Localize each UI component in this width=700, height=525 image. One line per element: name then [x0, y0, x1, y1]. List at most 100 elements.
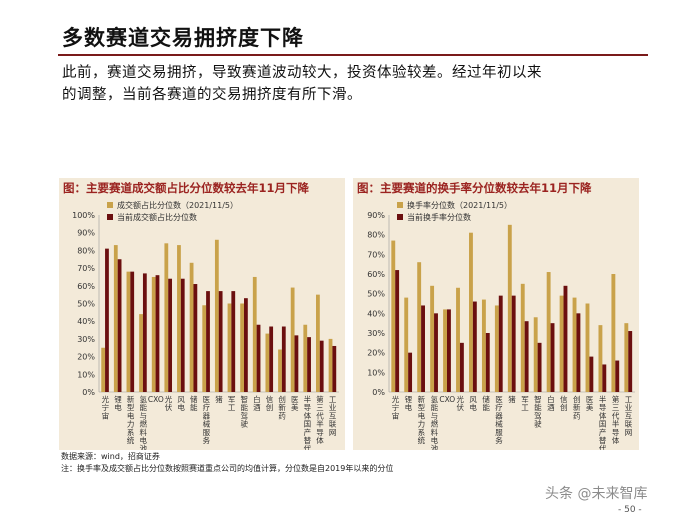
bar-current-value: [269, 326, 274, 392]
bar-current-value: [281, 326, 286, 392]
bar-prev-value: [265, 333, 270, 392]
bar-current-value: [421, 305, 425, 392]
x-category-label: 储能: [190, 394, 198, 412]
bar-current-value: [218, 291, 223, 392]
methodology-note: 注：换手率及成交额占比分位数按照赛道重点公司的均值计算，分位数是自2019年以来…: [61, 464, 394, 473]
x-category-label: 猪: [508, 394, 516, 404]
y-tick-label: 50%: [77, 300, 95, 309]
bar-prev-value: [611, 274, 616, 392]
bar-current-value: [485, 333, 490, 392]
y-tick-label: 40%: [77, 317, 95, 326]
x-category-label: 工业互联网: [625, 395, 633, 437]
bar-prev-value: [404, 297, 409, 392]
bar-prev-value: [303, 324, 308, 392]
bar-prev-value: [494, 305, 499, 392]
bar-prev-value: [624, 323, 629, 392]
x-category-label: 锂电: [114, 394, 122, 412]
bar-prev-value: [417, 262, 422, 392]
bar-prev-value: [443, 309, 448, 392]
x-category-label: 光伏: [165, 394, 173, 412]
x-category-label: 氢能与燃料电池: [139, 394, 147, 450]
bar-current-value: [602, 364, 607, 392]
x-category-label: 军工: [521, 395, 529, 412]
bar-prev-value: [214, 239, 219, 392]
x-category-label: 氢能与燃料电池: [431, 394, 439, 450]
bar-prev-value: [559, 295, 564, 392]
bar-current-value: [193, 284, 198, 392]
x-category-label: 新型电力系统: [127, 394, 135, 445]
bar-prev-value: [316, 294, 320, 392]
bar-current-value: [244, 298, 248, 392]
x-category-label: 风电: [469, 395, 477, 412]
bar-current-value: [332, 345, 337, 392]
bar-current-value: [105, 248, 109, 392]
x-category-label: 第三代半导体: [612, 394, 620, 445]
x-category-label: 半导体国产替代: [599, 394, 607, 450]
turnover-rate-chart-panel: 图：主要赛道的换手率分位数较去年11月下降 0% 10% 20% 30% 40% 50% 6…: [353, 178, 639, 450]
legend-label: 成交额占比分位数（2021/11/5）: [117, 200, 238, 210]
bar-current-value: [498, 295, 503, 392]
bar-current-value: [408, 352, 413, 392]
y-tick-label: 90%: [367, 211, 385, 220]
bar-prev-value: [469, 232, 473, 392]
bar-current-value: [563, 285, 568, 392]
bar-current-value: [294, 335, 299, 392]
bar-current-value: [142, 273, 147, 392]
y-tick-label: 90%: [77, 229, 95, 238]
x-category-label: 半导体国产替代: [304, 394, 312, 450]
bar-current-value: [206, 291, 210, 392]
y-tick-label: 70%: [77, 264, 95, 273]
bar-prev-value: [391, 240, 396, 392]
x-category-label: 智能驾驶: [241, 394, 249, 429]
turnover-rate-chart: 0% 10% 20% 30% 40% 50% 60% 70% 80% 90% 光宁宙锂电新型电力系统…: [367, 200, 635, 450]
x-category-label: 光伏: [456, 394, 464, 412]
bar-prev-value: [113, 245, 118, 392]
y-tick-label: 80%: [77, 246, 95, 255]
y-tick-label: 30%: [77, 335, 95, 344]
bar-prev-value: [177, 245, 181, 392]
data-source-note: 数据来源：wind，招商证券: [61, 452, 160, 461]
bar-prev-value: [572, 297, 577, 392]
bar-current-value: [395, 270, 400, 392]
y-tick-label: 30%: [367, 329, 385, 338]
y-tick-label: 10%: [77, 370, 95, 379]
y-tick-label: 0%: [372, 388, 385, 397]
bar-prev-value: [139, 314, 143, 392]
bar-prev-value: [240, 303, 245, 392]
x-category-label: 智能驾驶: [534, 394, 542, 429]
bar-prev-value: [598, 325, 603, 392]
turnover-amount-chart-panel: 图：主要赛道成交额占比分位数较去年11月下降 0% 10% 20% 30% 40% 50%…: [59, 178, 345, 450]
bar-prev-value: [533, 317, 538, 392]
y-tick-label: 40%: [367, 309, 385, 318]
turnover-amount-chart: 0% 10% 20% 30% 40% 50% 60% 70% 80% 90% 100% 光宁宙锂电新型…: [72, 200, 339, 450]
bar-current-value: [168, 278, 173, 392]
bar-current-value: [628, 331, 633, 392]
x-category-label: 创新药: [278, 394, 286, 420]
x-category-label: CXO: [439, 395, 455, 404]
legend-label: 换手率分位数（2021/11/5）: [407, 200, 512, 210]
y-tick-label: 50%: [367, 290, 385, 299]
x-category-label: 医疗器械服务: [495, 395, 503, 445]
body-paragraph: 此前，赛道交易拥挤，导致赛道波动较大，投资体验较差。经过年初以来 的调整，当前各…: [62, 62, 652, 106]
x-category-label: 信创: [560, 394, 568, 412]
bar-current-value: [550, 323, 555, 392]
x-category-label: 军工: [228, 395, 236, 412]
x-category-label: 锂电: [405, 394, 413, 412]
x-category-label: 风电: [177, 395, 185, 412]
bar-current-value: [576, 313, 581, 392]
y-tick-label: 70%: [367, 250, 385, 259]
x-category-label: 工业互联网: [329, 395, 337, 437]
x-category-label: 猪: [215, 394, 223, 404]
page-title: 多数赛道交易拥挤度下降: [62, 26, 304, 50]
x-category-label: 信创: [266, 394, 274, 412]
legend-swatch: [397, 214, 403, 220]
y-tick-label: 20%: [77, 353, 95, 362]
bar-prev-value: [585, 303, 590, 392]
bar-prev-value: [151, 276, 156, 392]
bar-prev-value: [481, 299, 486, 392]
x-category-label: 白酒: [253, 394, 261, 412]
y-tick-label: 60%: [367, 270, 385, 279]
bar-prev-value: [456, 287, 460, 392]
x-category-label: 新型电力系统: [418, 394, 426, 445]
bar-current-value: [231, 291, 236, 392]
